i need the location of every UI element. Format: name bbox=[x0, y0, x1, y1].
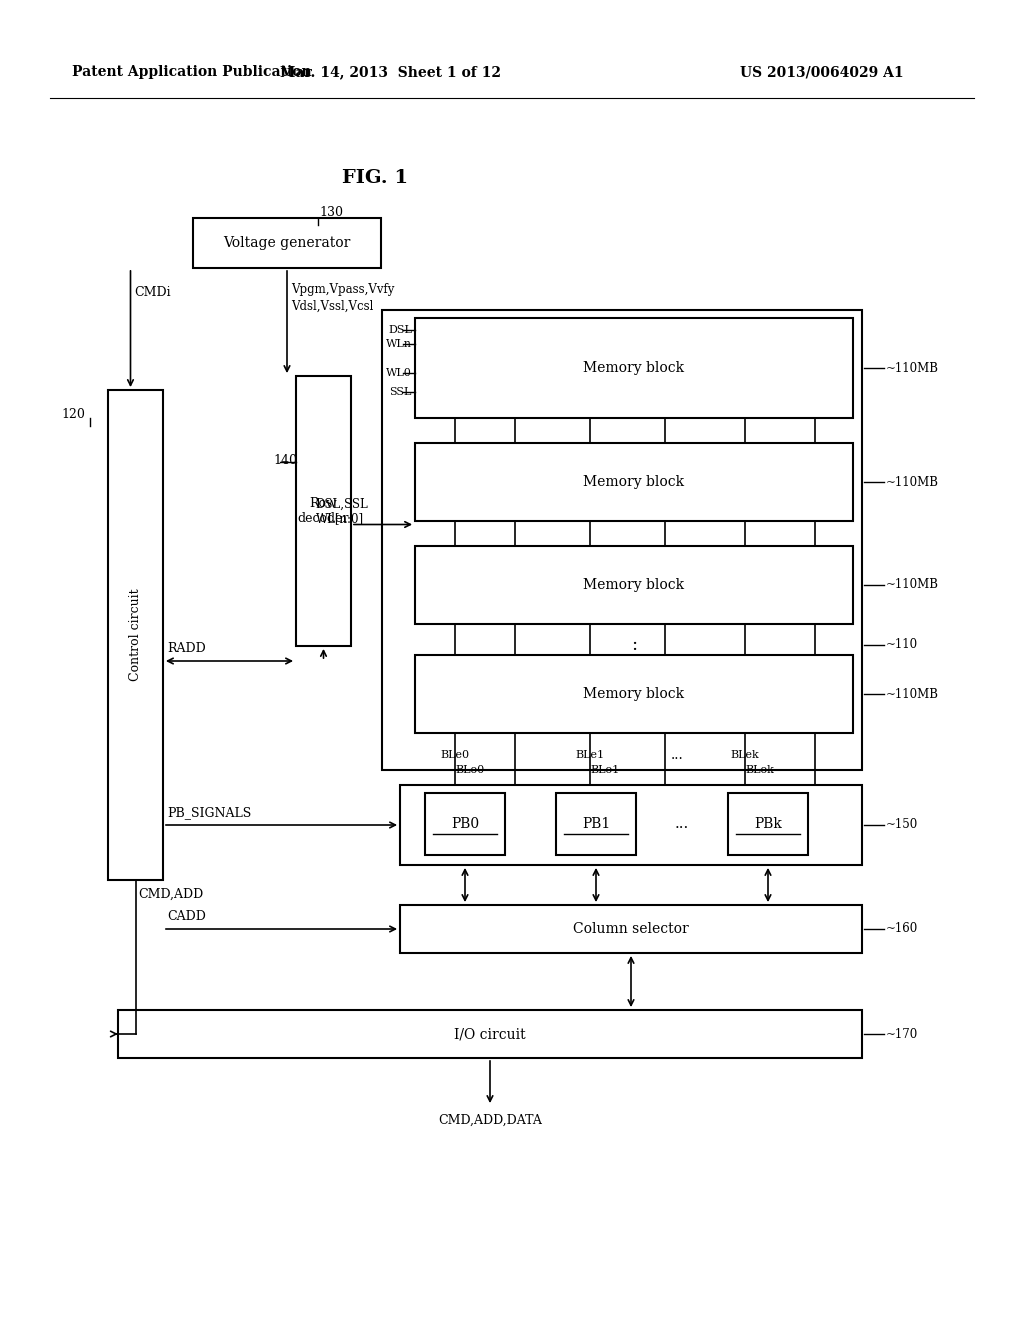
Text: CMD,ADD,DATA: CMD,ADD,DATA bbox=[438, 1114, 542, 1126]
Text: WL[n:0]: WL[n:0] bbox=[315, 512, 364, 525]
Text: 140: 140 bbox=[273, 454, 297, 466]
Text: Column selector: Column selector bbox=[573, 921, 689, 936]
Bar bbox=[400, 785, 862, 865]
Text: BLe1: BLe1 bbox=[575, 750, 604, 760]
Text: ~110MB: ~110MB bbox=[886, 578, 939, 591]
Text: Voltage generator: Voltage generator bbox=[223, 236, 350, 249]
Bar bbox=[415, 546, 853, 624]
Text: Mar. 14, 2013  Sheet 1 of 12: Mar. 14, 2013 Sheet 1 of 12 bbox=[280, 65, 501, 79]
Text: PB0: PB0 bbox=[451, 817, 479, 832]
Text: ~170: ~170 bbox=[886, 1027, 919, 1040]
Text: ~110MB: ~110MB bbox=[886, 475, 939, 488]
Text: ~110MB: ~110MB bbox=[886, 688, 939, 701]
Text: BLe0: BLe0 bbox=[440, 750, 470, 760]
Text: :: : bbox=[631, 636, 637, 653]
Bar bbox=[108, 389, 163, 880]
Bar bbox=[193, 218, 381, 268]
Bar bbox=[382, 310, 862, 770]
Text: BLek: BLek bbox=[731, 750, 760, 760]
Bar bbox=[118, 1010, 862, 1059]
Text: Patent Application Publication: Patent Application Publication bbox=[72, 65, 311, 79]
Text: 120: 120 bbox=[61, 408, 85, 421]
Bar bbox=[296, 376, 351, 645]
Text: 130: 130 bbox=[319, 206, 343, 219]
Bar bbox=[425, 793, 505, 855]
Bar bbox=[728, 793, 808, 855]
Text: BLok: BLok bbox=[745, 766, 774, 775]
Text: PB_SIGNALS: PB_SIGNALS bbox=[167, 807, 251, 820]
Text: CADD: CADD bbox=[167, 911, 206, 924]
Bar bbox=[415, 318, 853, 418]
Text: Memory block: Memory block bbox=[584, 475, 685, 488]
Text: ~110MB: ~110MB bbox=[886, 362, 939, 375]
Text: PBk: PBk bbox=[754, 817, 782, 832]
Text: CMD,ADD: CMD,ADD bbox=[138, 887, 204, 900]
Text: WL0: WL0 bbox=[386, 368, 412, 378]
Text: Vpgm,Vpass,Vvfy: Vpgm,Vpass,Vvfy bbox=[291, 284, 394, 297]
Bar bbox=[556, 793, 636, 855]
Text: US 2013/0064029 A1: US 2013/0064029 A1 bbox=[740, 65, 903, 79]
Text: Vdsl,Vssl,Vcsl: Vdsl,Vssl,Vcsl bbox=[291, 300, 374, 313]
Text: WLn: WLn bbox=[386, 339, 412, 348]
Text: Memory block: Memory block bbox=[584, 360, 685, 375]
Bar bbox=[400, 906, 862, 953]
Text: ...: ... bbox=[671, 748, 684, 762]
Text: PB1: PB1 bbox=[582, 817, 610, 832]
Bar bbox=[415, 655, 853, 733]
Text: ~110: ~110 bbox=[886, 639, 919, 652]
Text: I/O circuit: I/O circuit bbox=[455, 1027, 525, 1041]
Text: ~160: ~160 bbox=[886, 923, 919, 936]
Text: DSL: DSL bbox=[388, 325, 412, 335]
Text: DSL,SSL: DSL,SSL bbox=[315, 498, 369, 511]
Text: SSL: SSL bbox=[389, 387, 412, 397]
Text: Memory block: Memory block bbox=[584, 578, 685, 591]
Text: BLo0: BLo0 bbox=[456, 766, 484, 775]
Text: Row
decoder: Row decoder bbox=[298, 498, 349, 525]
Text: ...: ... bbox=[675, 817, 689, 832]
Text: FIG. 1: FIG. 1 bbox=[342, 169, 408, 187]
Bar bbox=[415, 444, 853, 521]
Text: RADD: RADD bbox=[167, 643, 206, 656]
Text: BLo1: BLo1 bbox=[591, 766, 620, 775]
Text: Control circuit: Control circuit bbox=[129, 589, 142, 681]
Text: ~150: ~150 bbox=[886, 818, 919, 832]
Text: CMDi: CMDi bbox=[134, 286, 171, 300]
Text: Memory block: Memory block bbox=[584, 686, 685, 701]
